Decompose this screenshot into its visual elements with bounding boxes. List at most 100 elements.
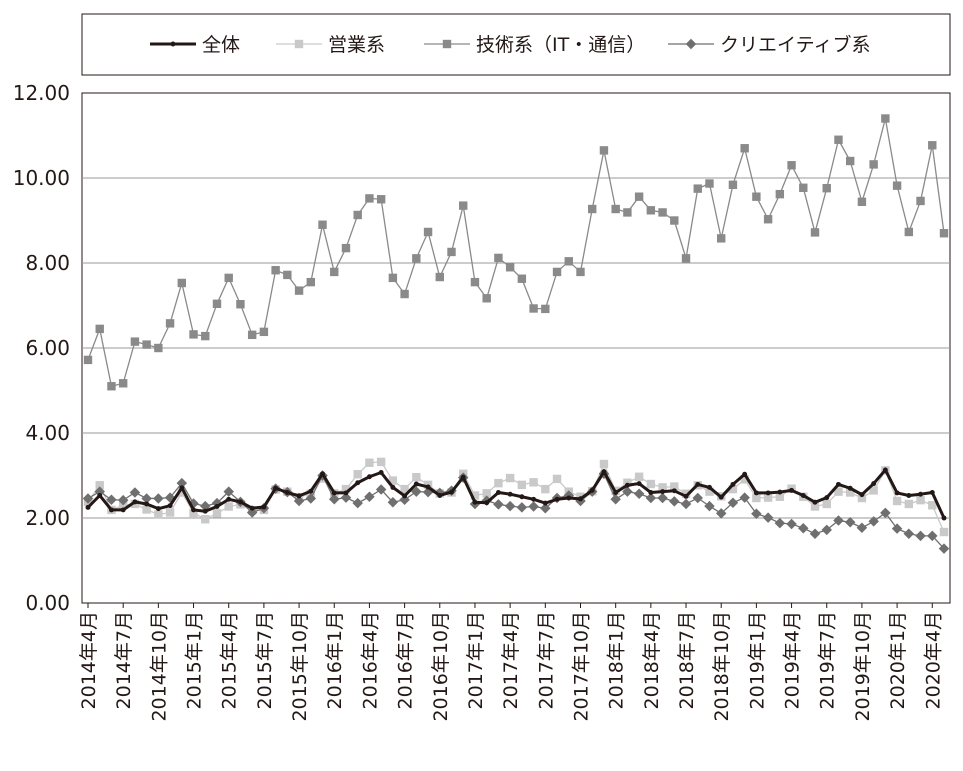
data-point <box>847 485 853 491</box>
data-point <box>189 508 198 518</box>
data-point <box>834 487 843 496</box>
x-tick-label: 2016年1月 <box>324 611 346 709</box>
data-point <box>402 493 408 499</box>
data-point <box>226 496 232 502</box>
data-point <box>692 492 704 504</box>
data-point <box>493 499 504 510</box>
data-point <box>247 330 257 340</box>
data-point <box>390 484 396 490</box>
data-point <box>505 263 515 272</box>
data-point <box>293 495 305 507</box>
data-point <box>412 254 421 263</box>
data-point <box>154 343 163 353</box>
data-point <box>284 490 290 495</box>
data-point <box>294 39 304 49</box>
data-point <box>906 493 912 498</box>
x-tick-label: 2014年4月 <box>78 611 100 709</box>
data-point <box>154 510 163 519</box>
data-point <box>869 486 878 495</box>
data-point <box>541 304 550 314</box>
data-point <box>459 201 468 210</box>
data-point <box>153 493 164 504</box>
data-point <box>259 327 269 337</box>
data-point <box>387 497 399 508</box>
x-tick-label: 2020年1月 <box>887 611 909 709</box>
data-point <box>929 490 935 495</box>
data-point <box>762 512 774 523</box>
data-point <box>752 493 761 503</box>
data-point <box>623 208 632 217</box>
series-line <box>82 468 950 554</box>
data-point <box>871 481 877 487</box>
data-point <box>214 504 220 509</box>
data-point <box>320 471 325 477</box>
data-point <box>834 135 843 144</box>
x-tick-label: 2020年4月 <box>922 611 944 709</box>
data-point <box>504 500 516 512</box>
data-point <box>648 490 654 495</box>
data-point <box>249 505 255 511</box>
data-point <box>588 204 597 214</box>
data-point <box>120 507 126 513</box>
data-point <box>599 459 609 469</box>
data-point <box>108 507 114 513</box>
data-point <box>613 490 619 495</box>
data-point <box>542 500 548 506</box>
data-point <box>611 204 620 214</box>
legend-label: クリエイティブ系 <box>720 33 870 56</box>
data-point <box>517 480 527 490</box>
data-point <box>658 483 667 492</box>
data-point <box>353 210 362 220</box>
y-tick-label: 8.00 <box>25 251 70 275</box>
data-point <box>155 506 161 512</box>
data-point <box>835 481 841 487</box>
data-point <box>170 41 176 47</box>
data-point <box>236 300 245 309</box>
data-point <box>799 183 808 192</box>
data-point <box>658 208 667 217</box>
data-point <box>94 486 105 497</box>
data-point <box>365 194 374 203</box>
y-tick-label: 0.00 <box>25 591 70 615</box>
data-point <box>941 515 947 521</box>
x-tick-label: 2018年1月 <box>606 611 628 709</box>
data-point <box>425 484 431 490</box>
data-point <box>273 485 279 491</box>
data-point <box>763 493 773 502</box>
data-point <box>904 499 914 509</box>
legend-item: 営業系 <box>276 34 385 56</box>
data-point <box>671 488 677 494</box>
data-point <box>578 496 583 502</box>
data-point <box>798 522 809 534</box>
data-point <box>894 490 900 496</box>
x-tick-label: 2019年4月 <box>782 611 804 709</box>
x-tick-label: 2014年7月 <box>113 611 135 709</box>
data-point <box>540 502 551 514</box>
data-point <box>622 486 633 497</box>
data-point <box>681 254 691 263</box>
data-point <box>928 141 937 150</box>
data-point <box>812 499 818 505</box>
data-point <box>296 493 302 499</box>
data-point <box>552 474 562 484</box>
data-point <box>202 508 208 514</box>
data-point <box>763 215 773 224</box>
data-point <box>191 507 197 513</box>
x-tick-label: 2017年7月 <box>535 611 557 709</box>
data-point <box>564 257 573 266</box>
x-tick-label: 2017年4月 <box>500 611 522 709</box>
data-point <box>610 494 621 505</box>
data-point <box>705 487 714 496</box>
data-point <box>775 492 785 501</box>
x-tick-label: 2016年4月 <box>359 611 381 709</box>
data-point <box>343 490 349 496</box>
data-point <box>833 515 844 526</box>
data-point <box>142 340 151 349</box>
data-point <box>636 481 642 487</box>
legend-item: 技術系（IT・通信） <box>424 34 645 56</box>
data-point <box>777 489 783 495</box>
data-point <box>775 189 785 199</box>
series-line <box>85 467 947 521</box>
data-point <box>366 474 372 480</box>
